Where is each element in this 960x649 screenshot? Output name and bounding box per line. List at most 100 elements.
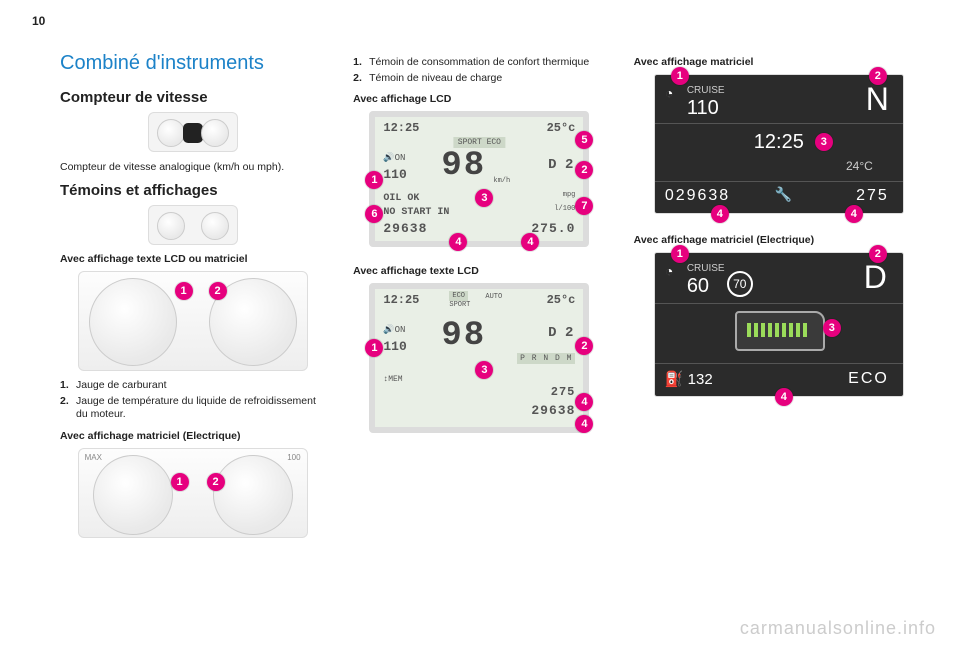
mx1-cruise-val: 110 xyxy=(687,97,719,120)
mx2-cruise-val: 60 xyxy=(687,275,709,298)
list-num: 1. xyxy=(60,379,76,393)
label-matrix-elec-2: Avec affichage matriciel (Electrique) xyxy=(634,234,924,246)
lcd-clock: 12:25 xyxy=(383,121,419,135)
lcd-image-2: 12:25 ECO SPORT AUTO 25°c 🔊ON 110 98 D 2… xyxy=(369,283,589,433)
lcd-on: 🔊ON xyxy=(383,153,405,163)
lcd2-gear: D 2 xyxy=(548,325,573,341)
speedometer-icon: ◔ xyxy=(665,263,673,279)
list-text: Témoin de niveau de charge xyxy=(369,72,502,86)
lcd2-eco: ECO xyxy=(449,291,468,301)
mx2-limit: 70 xyxy=(727,271,753,297)
lcd2-odo: 29638 xyxy=(531,403,575,418)
marker-1: 1 xyxy=(171,473,189,491)
list-top: 1.Témoin de consommation de confort ther… xyxy=(353,56,606,85)
matrix-image-1: CRUISE ◔ 110 N 12:25 24°C 029638 🔧 275 1… xyxy=(654,74,904,214)
column-2: 1.Témoin de consommation de confort ther… xyxy=(353,52,606,607)
label-lcd: Avec affichage LCD xyxy=(353,93,606,105)
marker-2: 2 xyxy=(207,473,225,491)
mx1-odo: 029638 xyxy=(665,187,730,205)
lcd2-on: 🔊ON xyxy=(383,325,405,335)
marker-2: 2 xyxy=(575,337,593,355)
lcd-trip: 275.0 xyxy=(531,221,575,236)
section-title: Combiné d'instruments xyxy=(60,52,325,75)
marker-2: 2 xyxy=(209,282,227,300)
lcd-km: km/h xyxy=(493,177,510,185)
lcd2-trip: 275 xyxy=(551,385,576,399)
compteur-caption: Compteur de vitesse analogique (km/h ou … xyxy=(60,160,325,174)
hundred-label: 100 xyxy=(287,453,300,462)
mx1-temp: 24°C xyxy=(846,159,873,173)
marker-2: 2 xyxy=(869,67,887,85)
wrench-icon: 🔧 xyxy=(775,186,792,203)
lcd-oil: OIL OK xyxy=(383,193,419,204)
battery-bars xyxy=(747,323,807,337)
list-num: 2. xyxy=(60,395,76,422)
mx1-gear: N xyxy=(866,81,889,118)
column-3: Avec affichage matriciel CRUISE ◔ 110 N … xyxy=(634,52,924,607)
marker-5: 5 xyxy=(575,131,593,149)
lcd-odo: 29638 xyxy=(383,221,427,236)
marker-3: 3 xyxy=(815,133,833,151)
lcd2-temp: 25°c xyxy=(547,293,576,307)
list-num: 2. xyxy=(353,72,369,86)
lcd-image-1: 12:25 25°c SPORT ECO 🔊ON 110 98 km/h D 2… xyxy=(369,111,589,247)
marker-1: 1 xyxy=(671,245,689,263)
lcd-cruise: 110 xyxy=(383,167,406,182)
marker-4: 4 xyxy=(711,205,729,223)
lcd-speed: 98 xyxy=(441,147,486,185)
list-text: Jauge de carburant xyxy=(76,379,166,393)
marker-1: 1 xyxy=(175,282,193,300)
mx2-gear: D xyxy=(864,259,887,296)
max-label: MAX xyxy=(85,453,102,462)
label-matrix-elec-1: Avec affichage matriciel (Electrique) xyxy=(60,430,325,442)
label-matrix: Avec affichage matriciel xyxy=(634,56,924,68)
indicators-thumb xyxy=(148,205,238,245)
marker-4: 4 xyxy=(449,233,467,251)
watermark: carmanualsonline.info xyxy=(740,618,936,639)
lcd-nostart: NO START IN xyxy=(383,207,449,218)
marker-4: 4 xyxy=(575,415,593,433)
lcd-mpg: mpg xyxy=(563,191,576,199)
lcd2-sport: SPORT xyxy=(449,301,470,309)
lcd2-clock: 12:25 xyxy=(383,293,419,307)
mx2-eco: ECO xyxy=(848,370,889,388)
mx1-trip: 275 xyxy=(856,187,889,205)
column-1: Combiné d'instruments Compteur de vitess… xyxy=(60,52,325,607)
marker-4: 4 xyxy=(775,388,793,406)
speedometer-icon: ◔ xyxy=(665,85,673,101)
gauges-image-1: 1 2 xyxy=(78,271,308,371)
lcd2-speed: 98 xyxy=(441,317,486,355)
lcd-temp: 25°c xyxy=(547,121,576,135)
gauges-image-2: MAX 100 1 2 xyxy=(78,448,308,538)
mx1-cruise-lbl: CRUISE xyxy=(687,85,725,96)
marker-2: 2 xyxy=(869,245,887,263)
compteur-title: Compteur de vitesse xyxy=(60,89,325,106)
marker-4: 4 xyxy=(845,205,863,223)
list-1: 1.Jauge de carburant 2.Jauge de températ… xyxy=(60,379,325,422)
speedometer-thumb xyxy=(148,112,238,152)
marker-4: 4 xyxy=(521,233,539,251)
label-text-lcd: Avec affichage texte LCD xyxy=(353,265,606,277)
lcd2-prnd: P R N D M xyxy=(517,353,575,364)
page-number: 10 xyxy=(32,14,45,28)
list-text: Témoin de consommation de confort thermi… xyxy=(369,56,589,70)
marker-1: 1 xyxy=(671,67,689,85)
lcd2-mem: ↕MEM xyxy=(383,375,402,384)
mx2-fuel: ⛽ 132 xyxy=(665,370,713,388)
list-num: 1. xyxy=(353,56,369,70)
list-text: Jauge de température du liquide de refro… xyxy=(76,395,325,422)
content-columns: Combiné d'instruments Compteur de vitess… xyxy=(0,0,960,621)
lcd-l100: l/100 xyxy=(554,205,575,213)
lcd2-cruise: 110 xyxy=(383,339,406,354)
mx1-clock: 12:25 xyxy=(754,131,804,154)
lcd-gear: D 2 xyxy=(548,157,573,173)
mx2-cruise-lbl: CRUISE xyxy=(687,263,725,274)
marker-4: 4 xyxy=(575,393,593,411)
label-lcd-matrix: Avec affichage texte LCD ou matriciel xyxy=(60,253,325,265)
marker-7: 7 xyxy=(575,197,593,215)
temoins-title: Témoins et affichages xyxy=(60,182,325,199)
lcd2-auto: AUTO xyxy=(485,293,502,301)
marker-3: 3 xyxy=(823,319,841,337)
marker-2: 2 xyxy=(575,161,593,179)
matrix-image-2: CRUISE ◔ 60 70 D ⛽ 132 ECO 1 2 3 4 xyxy=(654,252,904,397)
